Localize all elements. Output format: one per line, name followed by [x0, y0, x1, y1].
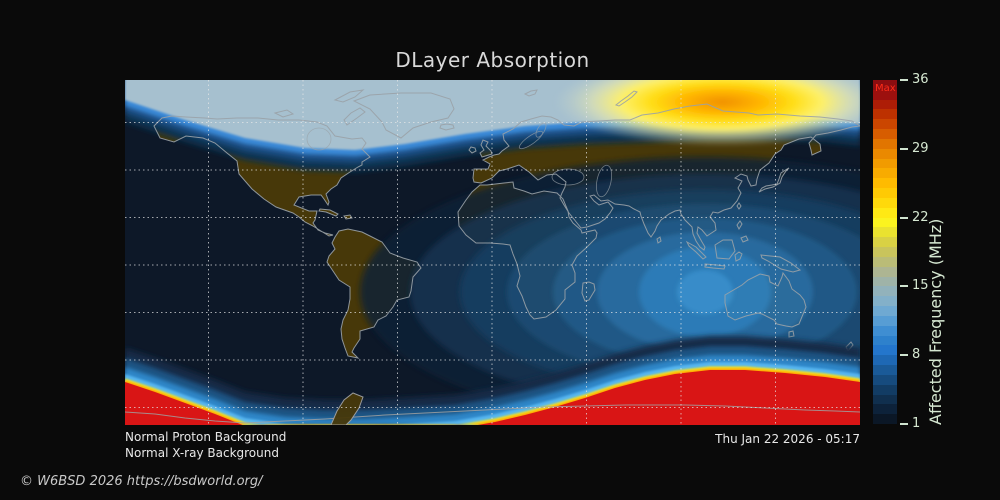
colorbar-segment	[873, 256, 897, 267]
colorbar-segment	[873, 237, 897, 248]
colorbar-segment	[873, 207, 897, 218]
colorbar-segment	[873, 119, 897, 130]
colorbar-segment	[873, 394, 897, 405]
colorbar-tick-label: 15	[912, 278, 929, 294]
graticule	[125, 80, 860, 425]
world-absorption-map	[124, 57, 1000, 434]
colorbar-tick-mark	[900, 285, 908, 288]
colorbar-segment	[873, 414, 897, 424]
colorbar-tick-mark	[900, 423, 908, 425]
colorbar-segment	[873, 266, 897, 277]
colorbar-segment	[873, 109, 897, 120]
colorbar-segment	[873, 296, 897, 307]
colorbar-segment	[873, 365, 897, 375]
proton-background-status: Normal Proton Background	[125, 430, 287, 444]
colorbar-segment	[873, 89, 897, 100]
colorbar-segment	[873, 138, 897, 149]
colorbar-segment	[873, 247, 897, 257]
colorbar-tick-label: 36	[912, 72, 929, 87]
colorbar-segment	[873, 188, 897, 198]
colorbar-segment	[873, 325, 897, 336]
colorbar-segment	[873, 335, 897, 346]
colorbar-max-label: Max	[875, 83, 896, 94]
colorbar-segment	[873, 217, 897, 228]
colorbar-segment	[873, 384, 897, 395]
colorbar-segment	[873, 374, 897, 385]
colorbar-segment	[873, 197, 897, 208]
colorbar-tick-mark	[900, 147, 908, 150]
colorbar-segment	[873, 129, 897, 139]
background-status: Normal Proton Background Normal X-ray Ba…	[125, 429, 286, 461]
world-map-svg	[124, 57, 1000, 434]
colorbar-segment	[873, 345, 897, 356]
colorbar-segment	[873, 178, 897, 189]
map-timestamp: Thu Jan 22 2026 - 05:17	[715, 432, 860, 446]
page-title: DLayer Absorption	[395, 48, 590, 72]
colorbar-segment	[873, 276, 897, 287]
colorbar-tick-mark	[900, 216, 908, 219]
colorbar-axis-label: Affected Frequency (MHz)	[926, 218, 945, 425]
colorbar-tick-label: 22	[912, 209, 929, 225]
colorbar-segment	[873, 168, 897, 179]
colorbar-segment	[873, 227, 897, 238]
xray-background-status: Normal X-ray Background	[125, 446, 279, 460]
colorbar-segment	[873, 158, 897, 169]
copyright-footer: © W6BSD 2026 https://bsdworld.org/	[20, 474, 263, 489]
colorbar-tick-label: 8	[912, 347, 921, 363]
colorbar-tick-label: 29	[912, 140, 929, 156]
absorption-colorbar	[873, 80, 897, 424]
colorbar-tick-mark	[900, 79, 908, 81]
colorbar-tick-label: 1	[912, 416, 921, 431]
colorbar-segment	[873, 286, 897, 297]
colorbar-segment	[873, 306, 897, 316]
aurora-absorption-blob	[554, 57, 890, 147]
colorbar-segment	[873, 355, 897, 366]
antarctica-coastline	[124, 392, 861, 426]
colorbar-segment	[873, 404, 897, 415]
colorbar-tick-mark	[900, 354, 908, 357]
colorbar-segment	[873, 148, 897, 159]
colorbar-segment	[873, 315, 897, 326]
colorbar-segment	[873, 80, 897, 90]
colorbar-segment	[873, 99, 897, 110]
